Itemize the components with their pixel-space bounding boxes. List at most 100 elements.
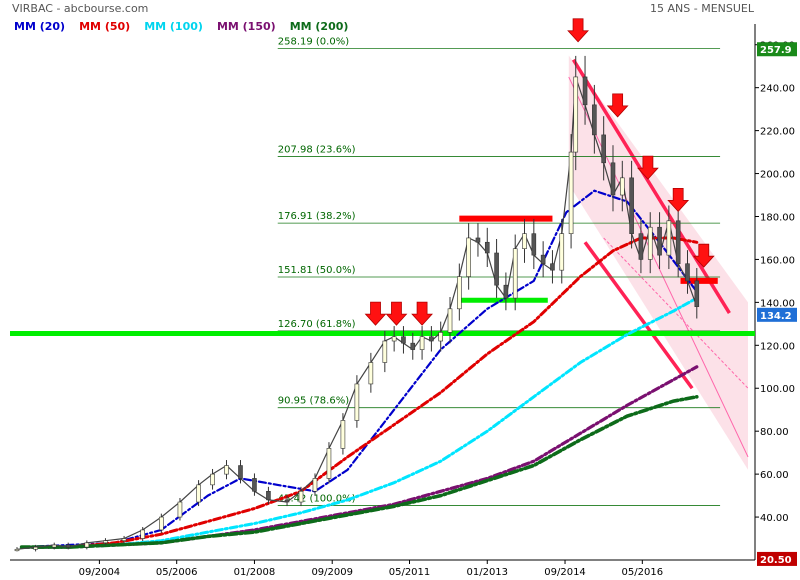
candle-body — [429, 336, 434, 342]
candle-body — [65, 544, 71, 548]
candle-body — [84, 542, 90, 548]
legend-mm50: MM (50) — [79, 20, 131, 33]
fib-level-label: 45.42 (100.0%) — [278, 493, 356, 504]
candle-body — [484, 241, 490, 254]
down-arrow-icon — [606, 93, 629, 118]
candle-body — [540, 254, 546, 265]
x-tick-label: 09/2014 — [544, 567, 586, 578]
candle-body — [675, 220, 681, 265]
candle-body — [568, 151, 574, 234]
candle-body — [410, 342, 416, 350]
down-arrow-icon — [667, 187, 690, 212]
candle-body — [266, 490, 271, 501]
x-tick-label: 05/2016 — [622, 567, 664, 578]
candle-body — [573, 76, 579, 153]
candle-body — [531, 233, 537, 256]
high-price-badge: 257.9 — [760, 45, 792, 56]
price-line — [16, 76, 698, 550]
candle-body — [419, 336, 425, 350]
candle-body — [447, 308, 453, 333]
legend-mm20: MM (20) — [14, 20, 66, 33]
candle-body — [368, 362, 374, 385]
candle-body — [619, 177, 625, 196]
fib-level-label: 90.95 (78.6%) — [278, 396, 349, 407]
candle-body — [657, 226, 662, 256]
candle-body — [177, 501, 183, 518]
candle-body — [550, 263, 555, 271]
down-arrow-icon — [411, 301, 433, 326]
x-tick-label: 05/2006 — [156, 567, 198, 578]
candle-body — [647, 226, 653, 260]
candle-body — [210, 473, 215, 486]
high-price-badge-bg — [757, 42, 797, 57]
last-price-badge: 134.2 — [760, 311, 792, 322]
candle-body — [512, 248, 518, 299]
candle-body — [33, 546, 38, 550]
candle-body — [391, 336, 397, 342]
candle-body — [592, 104, 597, 136]
candle-body — [252, 478, 257, 492]
candle-body — [382, 340, 388, 363]
candle-body — [601, 134, 606, 164]
fib-level-label: 207.98 (23.6%) — [278, 144, 356, 155]
y-tick-label: 100.00 — [760, 384, 795, 395]
candle-body — [159, 516, 164, 531]
x-tick-label: 01/2008 — [234, 567, 276, 578]
candle-body — [224, 465, 229, 475]
fib-level-label: 258.19 (0.0%) — [278, 37, 349, 48]
downtrend-channel-fill — [568, 55, 748, 470]
candle-body — [103, 540, 108, 544]
candle-body — [140, 529, 146, 539]
y-tick-label: 240.00 — [760, 84, 795, 95]
candle-body — [494, 252, 499, 286]
legend-mm200: MM (200) — [289, 20, 349, 33]
down-arrow-icon — [364, 301, 387, 326]
candle-body — [340, 420, 346, 449]
y-tick-label: 140.00 — [760, 298, 795, 309]
ma-line-200 — [19, 395, 699, 549]
x-tick-label: 05/2011 — [389, 567, 431, 578]
chart-title: VIRBAC - abcbourse.com — [12, 2, 149, 15]
ma-line-50 — [20, 236, 699, 549]
candle-body — [685, 263, 690, 282]
down-arrow-icon — [692, 243, 715, 268]
x-tick-label: 09/2009 — [311, 567, 353, 578]
candle-body — [401, 336, 406, 344]
candle-body — [51, 544, 57, 548]
candle-body — [121, 538, 127, 541]
candle-body — [503, 284, 509, 299]
candle-body — [438, 332, 444, 342]
ma-line-20 — [20, 189, 698, 549]
candle-body — [694, 280, 700, 307]
y-tick-label: 40.00 — [760, 513, 789, 524]
y-tick-label: 60.00 — [760, 470, 789, 481]
channel-outer-line — [568, 76, 749, 458]
candle-body — [298, 490, 304, 503]
channel-lower-line — [583, 241, 694, 390]
candle-body — [312, 478, 318, 492]
candle-body — [354, 383, 360, 421]
candle-body — [610, 162, 616, 196]
y-tick-label: 80.00 — [760, 427, 789, 438]
candle-body — [326, 448, 332, 479]
fib-level-label: 151.81 (50.0%) — [278, 265, 356, 276]
candle-body — [14, 548, 20, 552]
candle-body — [666, 220, 672, 256]
candle-body — [466, 237, 471, 277]
candle-body — [638, 233, 644, 260]
candle-body — [238, 465, 243, 479]
candle-body — [475, 237, 481, 243]
period-label: 15 ANS - MENSUEL — [650, 2, 754, 15]
low-price-badge: 20.50 — [760, 555, 792, 566]
down-arrow-icon — [385, 301, 408, 326]
x-tick-label: 09/2004 — [79, 567, 121, 578]
candle-body — [522, 233, 527, 249]
y-tick-label: 180.00 — [760, 212, 795, 223]
y-tick-label: 200.00 — [760, 170, 795, 181]
x-tick-label: 01/2013 — [466, 567, 508, 578]
y-tick-label: 160.00 — [760, 255, 795, 266]
channel-upper-line — [571, 58, 731, 315]
low-price-badge-bg — [757, 551, 797, 566]
ma-line-150 — [20, 365, 699, 549]
